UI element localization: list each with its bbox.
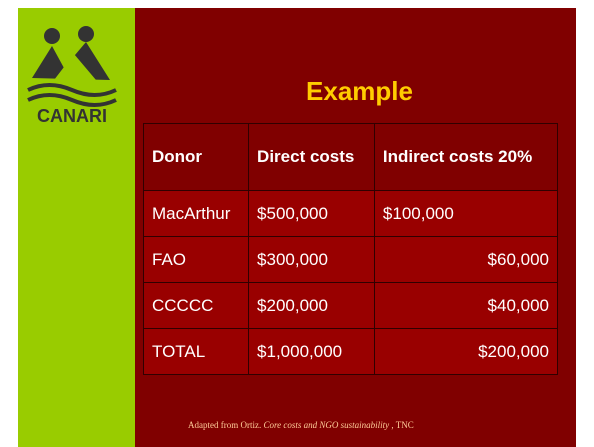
table-cell: FAO (142, 236, 250, 283)
header-cell: Direct costs (248, 123, 375, 191)
table-cell: $200,000 (248, 282, 375, 329)
table-cell: $1,000,000 (248, 328, 375, 375)
table-cell: TOTAL (142, 328, 250, 375)
table-row: CCCCC $200,000 $40,000 (142, 282, 559, 329)
table-cell: $60,000 (373, 236, 559, 283)
logo-shape (54, 54, 96, 80)
slide-title: Example (306, 76, 413, 106)
logo-wave (27, 93, 117, 107)
footnote: Adapted from Ortiz. Core costs and NGO s… (188, 420, 414, 430)
table-cell: $200,000 (373, 328, 559, 375)
table-cell: $300,000 (248, 236, 375, 283)
logo: CANARI (27, 26, 117, 126)
side-strip: CANARI (18, 8, 135, 447)
logo-text: CANARI (37, 106, 107, 126)
logo-shape (44, 28, 60, 44)
logo-wave (27, 83, 117, 97)
footnote-italic: Core costs and NGO sustainability (263, 420, 390, 430)
footnote-suffix: , TNC (391, 420, 414, 430)
header-cell: Indirect costs 20% (373, 123, 559, 191)
table-cell: $40,000 (373, 282, 559, 329)
table-body: MacArthur $500,000 $100,000 FAO $300,000 $60,… (142, 190, 559, 375)
table-cell: $500,000 (248, 190, 375, 237)
table-cell: $100,000 (373, 190, 559, 237)
table-cell: CCCCC (142, 282, 250, 329)
table-row: TOTAL $1,000,000 $200,000 (142, 328, 559, 375)
slide: CANARI Example Donor Direct costs Indirect… (18, 8, 576, 447)
header-cell: Donor (142, 123, 250, 191)
header-row: Donor Direct costs Indirect costs 20% (142, 123, 559, 191)
cost-table: Donor Direct costs Indirect costs 20% MacA… (142, 123, 559, 375)
table-row: MacArthur $500,000 $100,000 (142, 190, 559, 237)
footnote-prefix: Adapted from Ortiz. (188, 420, 262, 430)
table-row: FAO $300,000 $60,000 (142, 236, 559, 283)
table-cell: MacArthur (142, 190, 250, 237)
logo-shape (78, 26, 94, 42)
